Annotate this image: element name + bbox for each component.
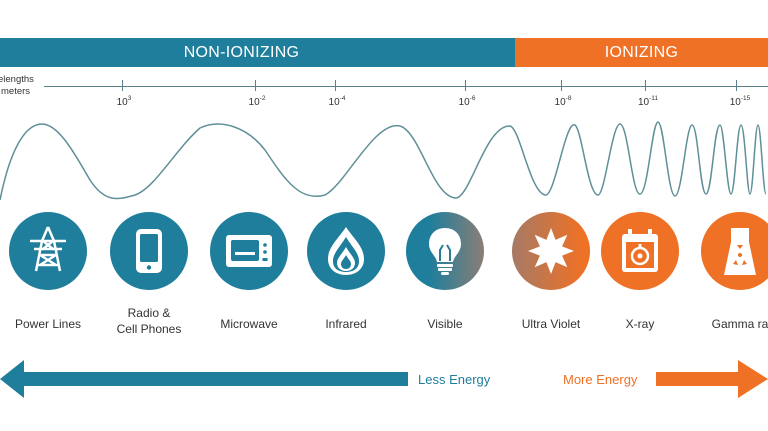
caption-gamma-rays: Gamma ra [711, 317, 768, 331]
non-ionizing-label: NON-IONIZING [183, 43, 300, 61]
visible-circle [406, 212, 484, 290]
ionizing-label: IONIZING [604, 43, 679, 61]
wavelength-axis-label: elengths meters [0, 74, 34, 98]
sun-icon [528, 228, 574, 274]
tick-label: 10-8 [554, 95, 572, 108]
caption-line2: Cell Phones [116, 322, 182, 336]
tick-label: 10-15 [729, 95, 751, 108]
more-energy-arrow [656, 360, 768, 398]
caption-visible: Visible [427, 317, 463, 331]
infrared-circle [307, 212, 385, 290]
tick-mark [465, 80, 466, 91]
non-ionizing-band: NON-IONIZING [0, 38, 515, 67]
x-ray-circle [601, 212, 679, 290]
tick-mark [335, 80, 336, 91]
tick-mark [122, 80, 123, 91]
tick-mark [736, 80, 737, 91]
caption-x-ray: X-ray [625, 317, 655, 331]
tick-mark [645, 80, 646, 91]
microwave-circle [210, 212, 288, 290]
ultra-violet-circle [512, 212, 590, 290]
power-tower-icon [30, 226, 66, 272]
caption-radio-cell-phones: Radio & Cell Phones [117, 305, 182, 337]
flame-icon [328, 227, 364, 275]
less-energy-arrow [0, 360, 408, 398]
caption-infrared: Infrared [325, 317, 367, 331]
caption-ultra-violet: Ultra Violet [521, 317, 581, 331]
caption-power-lines: Power Lines [14, 317, 82, 331]
tick-mark [561, 80, 562, 91]
axis-label-line2: meters [1, 86, 31, 97]
xray-film-icon [622, 229, 658, 272]
ionizing-band: IONIZING [515, 38, 768, 67]
phone-icon [136, 229, 162, 273]
gamma-rays-circle [701, 212, 768, 290]
radio-cell-phones-circle [110, 212, 188, 290]
caption-microwave: Microwave [220, 317, 278, 331]
less-energy-label: Less Energy [418, 372, 491, 387]
nuclear-plant-icon [724, 228, 756, 275]
light-bulb-icon [429, 228, 461, 275]
tick-label: 10-11 [637, 95, 659, 108]
tick-label: 10-2 [248, 95, 266, 108]
tick-label: 10-6 [458, 95, 476, 108]
caption-line1: Radio & [127, 306, 171, 320]
power-lines-circle [9, 212, 87, 290]
microwave-icon [226, 235, 272, 267]
more-energy-label: More Energy [563, 372, 638, 387]
wavelength-axis-line [44, 86, 768, 87]
tick-mark [255, 80, 256, 91]
tick-label: 103 [116, 95, 132, 108]
wavelength-wave-graphic [0, 121, 767, 201]
tick-label: 10-4 [328, 95, 346, 108]
axis-label-line1: elengths [0, 74, 34, 85]
